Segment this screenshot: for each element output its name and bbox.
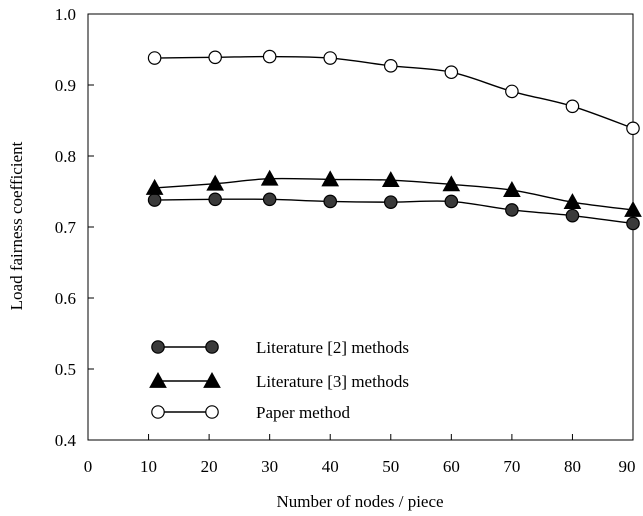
legend-item: Literature [3] methods <box>149 371 409 391</box>
legend-item: Paper method <box>151 403 350 422</box>
y-tick-label: 0.9 <box>55 76 76 95</box>
data-point <box>323 194 338 209</box>
legend-marker <box>203 371 221 388</box>
data-point <box>262 192 277 207</box>
data-point <box>563 193 582 210</box>
data-point <box>444 194 459 209</box>
data-point <box>444 65 459 80</box>
x-tick-label: 0 <box>84 457 93 476</box>
x-tick-label: 70 <box>503 457 520 476</box>
legend-marker <box>205 405 219 419</box>
legend-label: Literature [2] methods <box>256 338 409 357</box>
data-point <box>503 181 521 197</box>
data-point <box>383 195 398 209</box>
x-axis: 0 10 20 30 40 50 60 70 80 90 <box>84 434 636 476</box>
x-tick-label: 90 <box>619 457 636 476</box>
legend: Literature [2] methods Literature [3] met… <box>149 338 409 422</box>
x-tick-label: 50 <box>382 457 399 476</box>
data-point <box>145 178 164 195</box>
y-axis-label: Load fairness coefficient <box>7 141 26 310</box>
series-3 <box>147 49 640 136</box>
data-point <box>147 193 162 207</box>
data-point <box>321 170 340 187</box>
data-point <box>206 174 225 191</box>
legend-label: Paper method <box>256 403 350 422</box>
data-point <box>505 84 519 99</box>
legend-marker <box>205 340 219 354</box>
y-tick-label: 1.0 <box>55 5 76 24</box>
legend-marker <box>151 340 165 354</box>
legend-item: Literature [2] methods <box>151 338 409 357</box>
data-point <box>323 51 338 65</box>
series-1 <box>147 192 640 231</box>
y-axis: 0.4 0.5 0.6 0.7 0.8 0.9 1.0 <box>55 5 94 450</box>
data-point <box>565 99 580 114</box>
y-tick-label: 0.6 <box>55 289 76 308</box>
y-tick-label: 0.5 <box>55 360 76 379</box>
data-point <box>505 203 519 217</box>
data-point <box>626 216 640 231</box>
y-tick-label: 0.8 <box>55 147 76 166</box>
y-tick-label: 0.4 <box>55 431 77 450</box>
y-tick-label: 0.7 <box>55 218 77 237</box>
legend-label: Literature [3] methods <box>256 372 409 391</box>
data-point <box>626 121 640 136</box>
data-point <box>208 192 222 207</box>
x-tick-label: 60 <box>443 457 460 476</box>
series-2 <box>145 169 642 217</box>
data-point <box>147 51 162 65</box>
data-point <box>383 59 398 73</box>
legend-marker <box>151 405 165 419</box>
series-layer <box>145 49 642 231</box>
legend-marker <box>149 371 167 388</box>
x-axis-label: Number of nodes / piece <box>276 492 443 511</box>
x-tick-label: 10 <box>140 457 157 476</box>
data-point <box>260 169 279 186</box>
data-point <box>208 50 222 65</box>
x-tick-label: 40 <box>322 457 339 476</box>
x-tick-label: 30 <box>261 457 278 476</box>
x-tick-label: 20 <box>201 457 218 476</box>
data-point <box>381 171 400 188</box>
data-point <box>565 208 580 223</box>
data-point <box>262 49 277 64</box>
data-point <box>442 175 461 192</box>
data-point <box>624 200 642 217</box>
x-tick-label: 80 <box>564 457 581 476</box>
